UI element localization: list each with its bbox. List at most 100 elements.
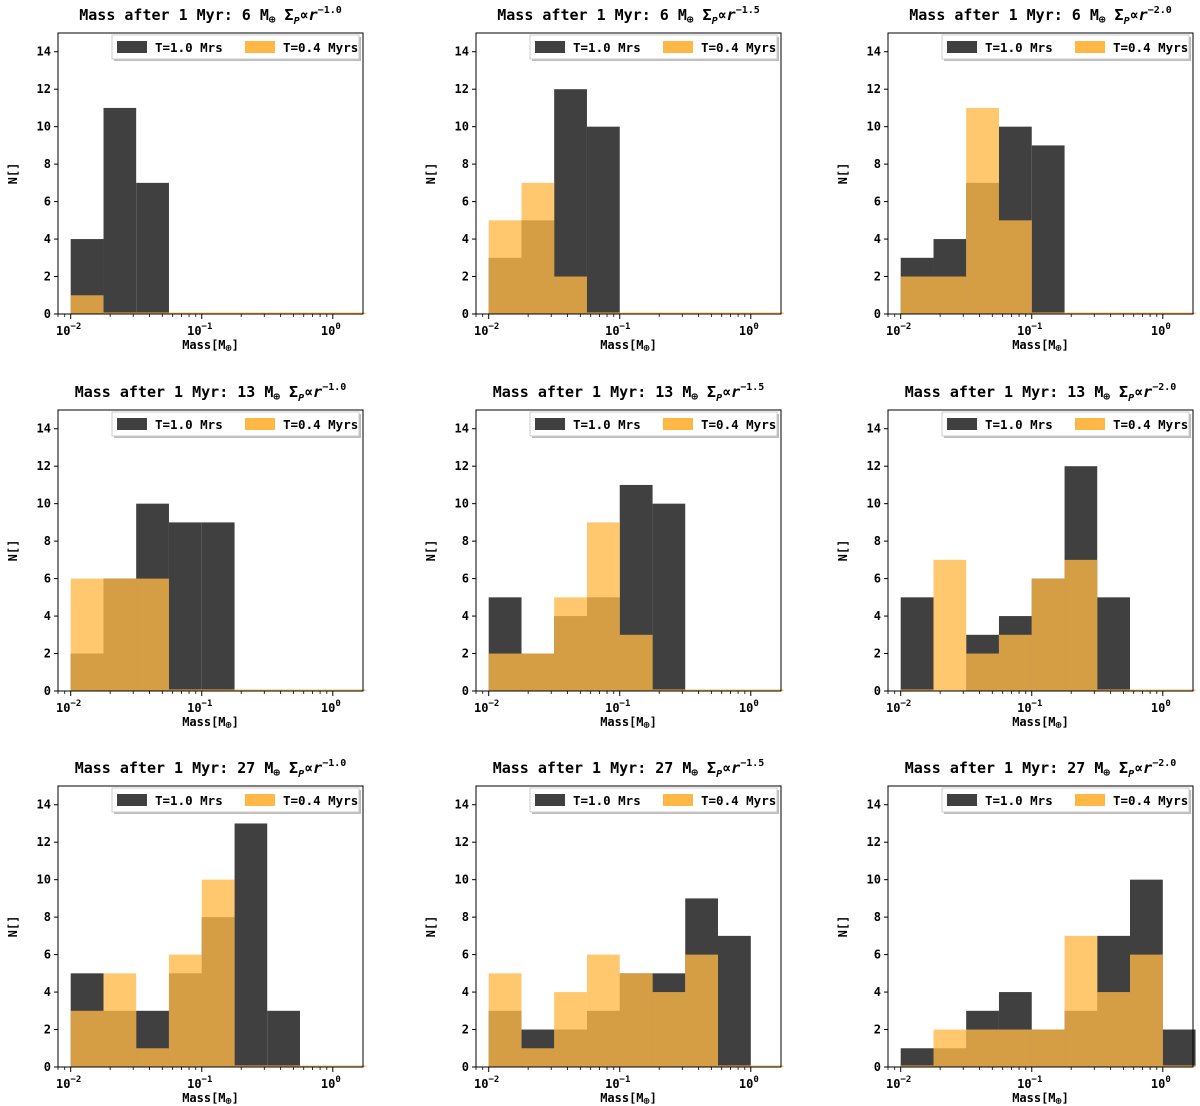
x-tick-exponent: −1: [1032, 699, 1043, 709]
x-label-main: Mass[M: [182, 1091, 225, 1105]
histogram-bar: [332, 689, 366, 691]
histogram-bar: [652, 992, 686, 1067]
bars-group: [900, 466, 1196, 691]
legend-swatch: [117, 418, 147, 430]
y-tick-label: 2: [44, 1023, 51, 1037]
title-sigma: Σ: [1110, 383, 1128, 401]
x-label-main: Mass[M: [600, 715, 643, 729]
legend-label: T=0.4 Myrs: [701, 40, 776, 55]
y-tick-label: 4: [44, 985, 51, 999]
axes-frame: [57, 409, 364, 692]
legend-label: T=1.0 Mrs: [985, 417, 1053, 432]
legend-box: [529, 34, 778, 60]
title-earth-symbol: ⊕: [1103, 766, 1110, 779]
y-tick-label: 6: [874, 195, 881, 209]
histogram-bar: [900, 1048, 934, 1067]
panel-title: Mass after 1 Myr: 13 M⊕ ΣP∝r−1.5: [493, 382, 765, 404]
histogram-bar: [750, 1065, 784, 1067]
y-tick-label: 4: [874, 985, 881, 999]
title-exponent: −2.0: [1152, 382, 1176, 393]
legend-swatch: [947, 418, 977, 430]
y-tick-label: 10: [455, 873, 469, 887]
axes-frame: [887, 32, 1194, 315]
bars-group: [900, 879, 1196, 1067]
x-label-main: Mass[M: [182, 715, 225, 729]
title-sigma: Σ: [280, 759, 298, 777]
x-tick-base: 10: [1151, 1077, 1165, 1091]
title-prefix: Mass after 1 Myr: 27 M: [905, 759, 1104, 777]
y-tick-label: 2: [874, 647, 881, 661]
x-tick-exponent: −2: [901, 322, 912, 332]
x-tick-exponent: −2: [489, 1075, 500, 1085]
histogram-bar: [201, 879, 235, 1067]
x-tick-exponent: 0: [335, 1075, 340, 1085]
y-tick-label: 8: [874, 910, 881, 924]
y-tick-label: 12: [455, 82, 469, 96]
x-tick-base: 10: [605, 1077, 619, 1091]
y-axis-label: N[]: [836, 916, 850, 938]
legend: T=1.0 Mrs T=0.4 Myrs: [941, 787, 1191, 814]
y-tick-label: 14: [455, 798, 469, 812]
legend-label: T=0.4 Myrs: [701, 793, 776, 808]
x-tick-label: 10−1: [187, 1075, 212, 1091]
histogram-bar: [652, 312, 686, 314]
x-tick-base: 10: [886, 1077, 900, 1091]
x-tick-base: 10: [1017, 324, 1031, 338]
x-tick-exponent: 0: [753, 322, 758, 332]
y-tick-label: 10: [37, 873, 51, 887]
x-axis-label: Mass[M⊕]: [600, 1091, 657, 1106]
legend-swatch: [117, 41, 147, 53]
x-label-end: ]: [650, 715, 657, 729]
histogram-bar: [201, 312, 235, 314]
legend-label: T=1.0 Mrs: [155, 793, 223, 808]
x-tick-base: 10: [739, 1077, 753, 1091]
histogram-bar: [586, 312, 620, 314]
x-tick-base: 10: [56, 701, 70, 715]
legend-box: [529, 411, 778, 437]
title-sigma-subscript: P: [1128, 393, 1134, 404]
panel-title: Mass after 1 Myr: 6 M⊕ ΣP∝r−1.5: [497, 5, 760, 27]
x-tick-label: 10−2: [886, 1075, 911, 1091]
title-sigma: Σ: [280, 383, 298, 401]
histogram-bar: [136, 578, 169, 691]
histogram-bar: [136, 182, 169, 314]
y-tick-label: 6: [462, 195, 469, 209]
title-proportional: ∝: [1134, 383, 1143, 401]
y-tick-label: 14: [455, 422, 469, 436]
histogram-bar: [300, 1065, 333, 1067]
y-tick-label: 10: [455, 497, 469, 511]
histogram-bar: [685, 689, 719, 691]
histogram-bar: [685, 312, 719, 314]
x-tick-label: 10−1: [187, 699, 212, 715]
legend-swatch: [245, 418, 275, 430]
histogram-bar: [70, 1010, 104, 1067]
axes-frame: [887, 409, 1194, 692]
title-sigma-subscript: P: [1128, 769, 1134, 780]
x-tick-label: 10−1: [187, 322, 212, 338]
x-tick-exponent: −2: [901, 699, 912, 709]
x-label-end: ]: [232, 338, 239, 352]
title-sigma: Σ: [694, 6, 712, 24]
title-earth-symbol: ⊕: [269, 13, 276, 26]
legend: T=1.0 Mrs T=0.4 Myrs: [111, 411, 361, 438]
x-tick-label: 10−2: [474, 1075, 499, 1091]
y-tick-label: 2: [874, 1023, 881, 1037]
x-tick-base: 10: [56, 1077, 70, 1091]
x-tick-label: 100: [739, 322, 759, 338]
histogram-bar: [1162, 1065, 1196, 1067]
title-sigma: Σ: [276, 6, 294, 24]
histogram-bar: [1064, 935, 1098, 1067]
x-tick-base: 10: [605, 324, 619, 338]
y-tick-label: 12: [455, 459, 469, 473]
histogram-bar: [103, 973, 137, 1067]
axes-frame: [475, 32, 782, 315]
histogram-bar: [70, 295, 104, 314]
x-tick-base: 10: [1151, 701, 1165, 715]
x-tick-label: 100: [321, 1075, 341, 1091]
x-tick-base: 10: [187, 701, 201, 715]
histogram-bar: [619, 312, 653, 314]
title-r: r: [309, 6, 318, 24]
x-label-sub: ⊕: [644, 720, 650, 731]
x-tick-base: 10: [739, 324, 753, 338]
y-tick-label: 0: [874, 684, 881, 698]
